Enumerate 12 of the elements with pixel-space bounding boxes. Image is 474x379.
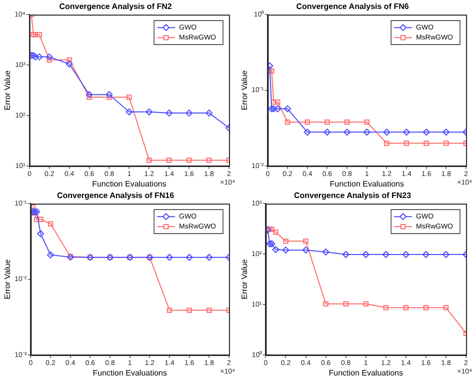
y-axis-title: Error Value [240,70,250,110]
chart-title: Convergence Analysis of FN23 [294,191,412,200]
x-axis-title: Function Evaluations [328,368,403,378]
x-axis-title: Function Evaluations [92,368,167,378]
y-axis-title: Error Value [3,70,12,110]
x-axis-title: Function Evaluations [330,179,404,188]
chart-title: Convergence Analysis of FN2 [59,2,172,12]
chart-title: Convergence Analysis of FN6 [296,2,410,12]
y-axis-title: Error Value [240,258,250,300]
y-axis-title: Error Value [3,258,12,300]
x-axis-title: Function Evaluations [92,179,166,188]
chart-title: Convergence Analysis of FN16 [56,191,175,200]
